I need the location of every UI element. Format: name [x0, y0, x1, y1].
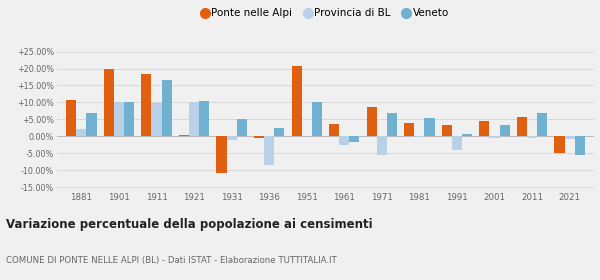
Bar: [554, 136, 565, 153]
Bar: [565, 136, 575, 139]
Bar: [161, 80, 172, 136]
Bar: [142, 74, 151, 136]
Bar: [424, 118, 434, 136]
Text: COMUNE DI PONTE NELLE ALPI (BL) - Dati ISTAT - Elaborazione TUTTITALIA.IT: COMUNE DI PONTE NELLE ALPI (BL) - Dati I…: [6, 256, 337, 265]
Bar: [151, 103, 161, 136]
Bar: [86, 113, 97, 136]
Bar: [124, 102, 134, 136]
Text: Variazione percentuale della popolazione ai censimenti: Variazione percentuale della popolazione…: [6, 218, 373, 231]
Bar: [387, 113, 397, 136]
Bar: [517, 116, 527, 136]
Bar: [575, 136, 585, 155]
Bar: [415, 136, 424, 137]
Bar: [114, 102, 124, 136]
Bar: [500, 125, 509, 136]
Bar: [462, 134, 472, 136]
Bar: [490, 136, 500, 138]
Bar: [377, 136, 387, 155]
Bar: [367, 108, 377, 136]
Bar: [66, 100, 76, 136]
Bar: [179, 134, 189, 136]
Bar: [236, 119, 247, 136]
Bar: [199, 101, 209, 136]
Bar: [452, 136, 462, 150]
Bar: [339, 136, 349, 145]
Bar: [479, 121, 490, 136]
Bar: [189, 102, 199, 136]
Bar: [227, 136, 236, 140]
Bar: [527, 136, 537, 138]
Bar: [404, 123, 415, 136]
Bar: [76, 129, 86, 136]
Bar: [442, 125, 452, 136]
Bar: [254, 136, 264, 138]
Bar: [537, 113, 547, 136]
Bar: [217, 136, 227, 173]
Legend: Ponte nelle Alpi, Provincia di BL, Veneto: Ponte nelle Alpi, Provincia di BL, Venet…: [200, 6, 451, 20]
Bar: [312, 102, 322, 136]
Bar: [264, 136, 274, 165]
Bar: [292, 66, 302, 136]
Bar: [349, 136, 359, 142]
Bar: [329, 124, 339, 136]
Bar: [274, 128, 284, 136]
Bar: [104, 69, 114, 136]
